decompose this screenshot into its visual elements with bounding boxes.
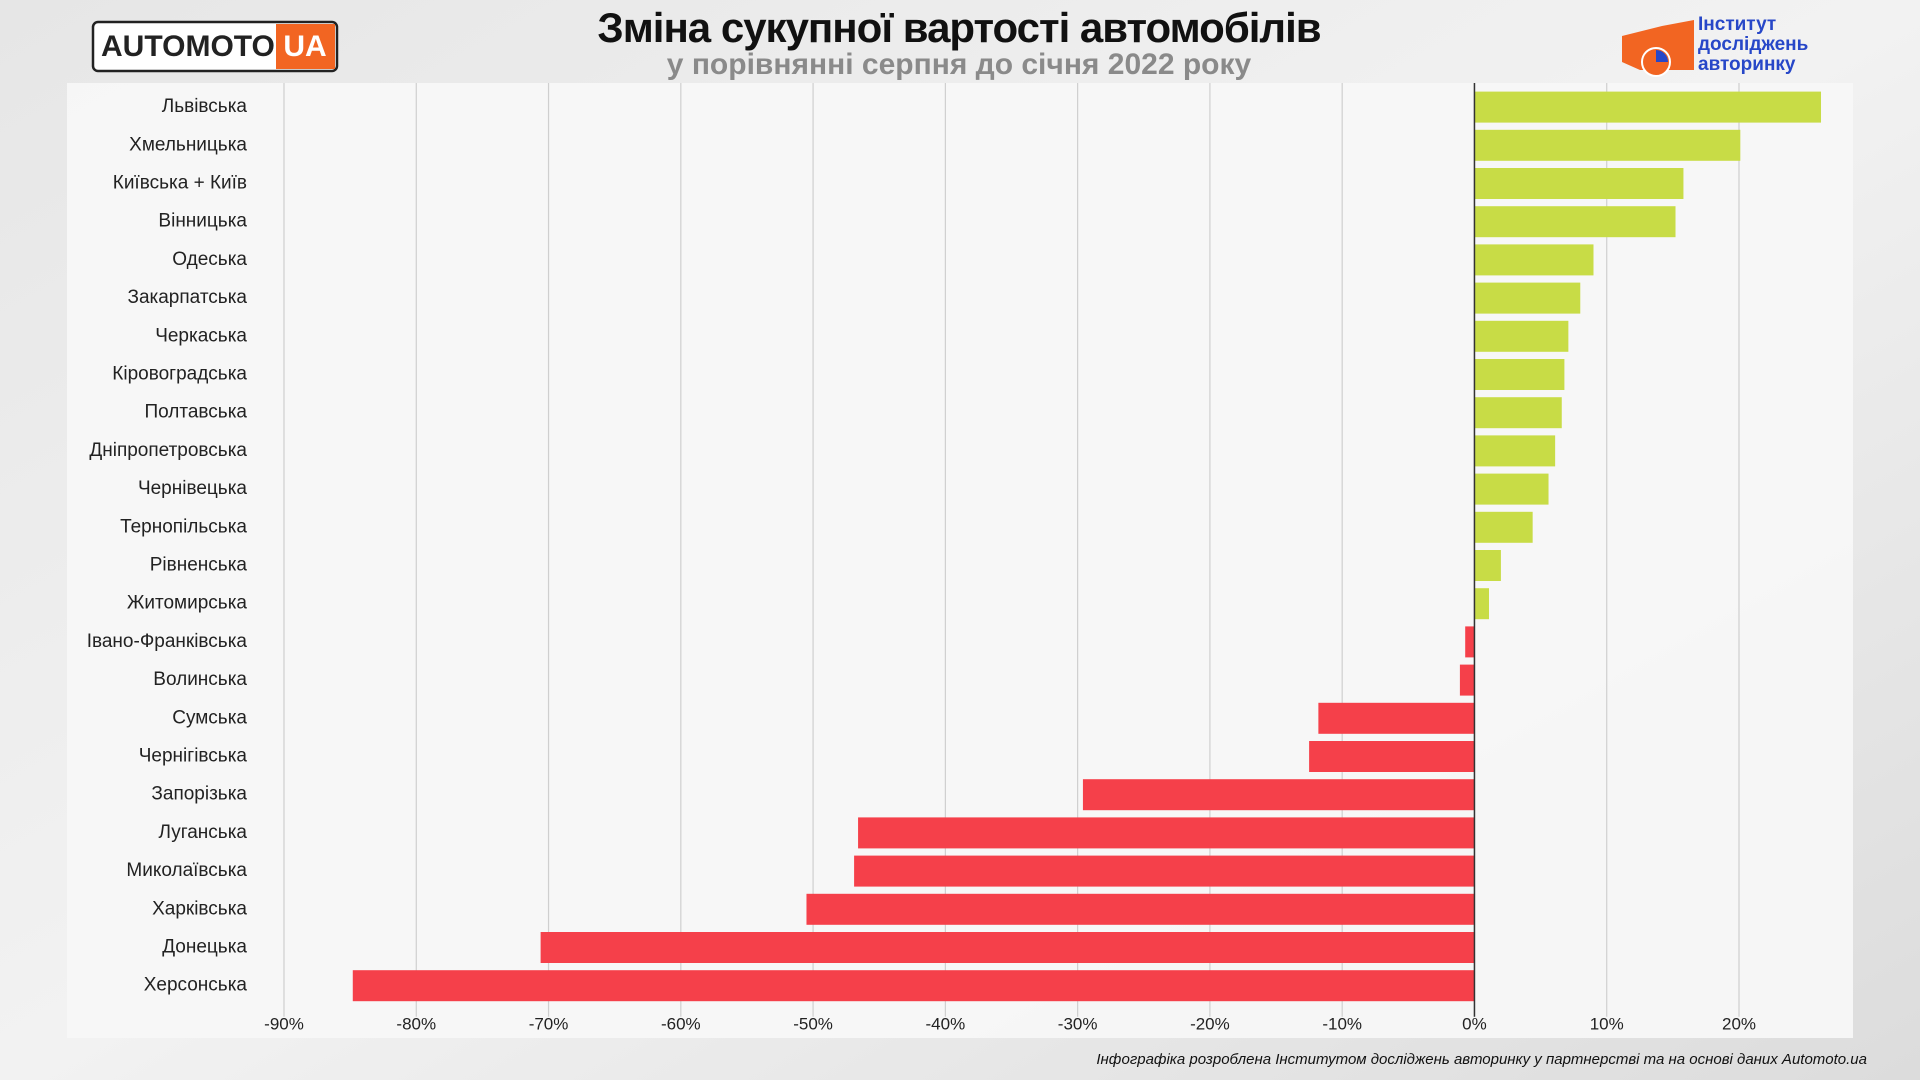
bar: [1474, 359, 1565, 390]
y-tick-label: Полтавська: [144, 402, 247, 423]
y-tick-label: Київська + Київ: [113, 173, 247, 194]
x-tick-label: -70%: [529, 1014, 569, 1033]
y-tick-label: Вінницька: [158, 211, 247, 232]
bar: [1082, 779, 1475, 811]
x-tick-label: -40%: [926, 1014, 966, 1033]
y-tick-label: Одеська: [172, 249, 247, 270]
x-tick-label: -80%: [396, 1014, 436, 1033]
y-tick-label: Луганська: [159, 822, 248, 843]
chart-title: Зміна сукупної вартості автомобілів: [597, 4, 1320, 51]
bar: [1474, 511, 1533, 543]
y-tick-label: Донецька: [162, 937, 247, 958]
bar: [1474, 435, 1556, 467]
x-tick-label: -60%: [661, 1014, 701, 1033]
y-tick-label: Івано-Франківська: [87, 631, 248, 652]
y-tick-label: Харківська: [152, 898, 247, 919]
bar: [1474, 473, 1549, 505]
x-tick-label: -30%: [1058, 1014, 1098, 1033]
logo-line: Інститут: [1698, 14, 1776, 35]
y-tick-label: Черкаська: [155, 325, 247, 346]
bar: [1474, 129, 1741, 161]
logo-shape: [1622, 20, 1694, 70]
y-tick-label: Львівська: [162, 96, 248, 117]
y-tick-label: Миколаївська: [126, 860, 247, 881]
y-tick-label: Запорізька: [151, 784, 247, 805]
x-tick-label: 10%: [1590, 1014, 1624, 1033]
x-tick-label: 0%: [1462, 1014, 1487, 1033]
x-tick-label: 20%: [1722, 1014, 1756, 1033]
logo-badge-text: UA: [283, 30, 326, 63]
bar: [1474, 320, 1569, 352]
bar: [1474, 550, 1501, 581]
bar: [1474, 168, 1684, 199]
y-tick-label: Херсонська: [144, 975, 248, 996]
bar: [806, 893, 1475, 925]
logo-dial-part: [1656, 50, 1668, 62]
y-tick-label: Рівненська: [150, 555, 248, 576]
logo-badge: [276, 24, 335, 69]
footer-note: Інфографіка розроблена Інститутом дослід…: [1096, 1051, 1867, 1068]
logo-left: AUTOMOTO UA: [91, 20, 339, 73]
logo-line: досліджень: [1698, 34, 1808, 55]
y-tick-label: Хмельницька: [129, 134, 247, 155]
chart-subtitle: у порівнянні серпня до січня 2022 року: [667, 48, 1252, 81]
bar: [858, 817, 1475, 849]
bar: [1474, 588, 1490, 620]
y-tick-label: Житомирська: [127, 593, 248, 614]
x-tick-label: -20%: [1190, 1014, 1230, 1033]
bar: [1474, 282, 1581, 314]
logo-text: AUTOMOTO: [101, 30, 275, 63]
bar: [1459, 664, 1475, 696]
bar: [352, 970, 1475, 1002]
bar: [1474, 244, 1594, 276]
y-tick-label: Закарпатська: [127, 287, 247, 308]
logo-right: Інститут досліджень авторинку: [1622, 14, 1808, 77]
y-tick-label: Кіровоградська: [112, 364, 247, 385]
logo-line: авторинку: [1698, 54, 1796, 75]
y-tick-label: Волинська: [153, 669, 247, 690]
y-tick-label: Чернігівська: [139, 746, 248, 767]
bar: [540, 932, 1475, 963]
y-tick-label: Чернівецька: [138, 478, 247, 499]
bar: [1465, 626, 1475, 658]
bar: [1474, 206, 1676, 238]
x-tick-label: -10%: [1322, 1014, 1362, 1033]
y-tick-label: Сумська: [172, 707, 247, 728]
bar: [1474, 397, 1562, 429]
bar: [854, 855, 1475, 887]
bar: [1474, 91, 1822, 123]
x-tick-label: -90%: [264, 1014, 304, 1033]
x-tick-label: -50%: [793, 1014, 833, 1033]
bar: [1309, 741, 1475, 772]
y-tick-label: Дніпропетровська: [89, 440, 247, 461]
y-tick-label: Тернопільська: [120, 516, 247, 537]
bar: [1318, 702, 1475, 734]
